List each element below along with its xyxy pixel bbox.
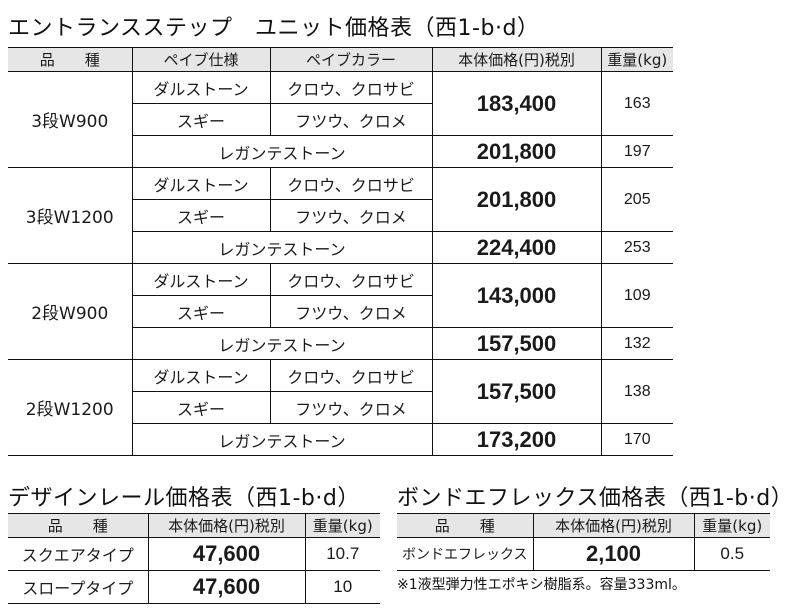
price-value: 201,800: [431, 135, 601, 168]
design-rail-price-table: 品 種 本体価格(円)税別 重量(kg) スクエアタイプ 47,600 10.7…: [8, 513, 380, 604]
table-header-row: 品 種 本体価格(円)税別 重量(kg): [8, 513, 380, 538]
weight-value: 0.5: [693, 537, 770, 571]
table-row: スロープタイプ 47,600 10: [8, 570, 380, 604]
table-header-row: 品 種 ペイブ仕様 ペイブカラー 本体価格(円)税別 重量(kg): [8, 47, 673, 72]
pave-spec: スギー: [131, 391, 270, 424]
table-row: スギー フツウ、クロメ: [8, 391, 673, 424]
pave-spec: ダルストーン: [131, 359, 270, 392]
pave-color: フツウ、クロメ: [269, 199, 432, 232]
main-price-table-title: エントランスステップ ユニット価格表（西1-b·d）: [8, 16, 540, 41]
table-row: レガンテストーン 224,400 253: [8, 231, 673, 264]
weight-value: 163: [600, 71, 673, 136]
table-row: 2段W1200 ダルストーン クロウ、クロサビ 157,500 138: [8, 359, 673, 456]
pave-spec: スギー: [131, 295, 270, 328]
design-rail-table-title: デザインレール価格表（西1-b·d）: [8, 486, 360, 511]
weight-value: 10: [304, 570, 380, 604]
header-price: 本体価格(円)税別: [431, 47, 601, 72]
table-row: 3段W1200 ダルストーン クロウ、クロサビ 201,800 205: [8, 167, 673, 264]
header-pave-spec: ペイブ仕様: [131, 47, 270, 72]
price-value: 2,100: [532, 537, 694, 571]
pave-spec: ダルストーン: [131, 263, 270, 296]
header-product: 品 種: [8, 513, 148, 538]
table-row: スギー フツウ、クロメ: [8, 199, 673, 232]
pave-spec: スギー: [131, 103, 270, 136]
pave-spec-alt: レガンテストーン: [131, 231, 432, 264]
header-pave-color: ペイブカラー: [269, 47, 432, 72]
header-weight: 重量(kg): [304, 513, 380, 538]
pave-spec-alt: レガンテストーン: [131, 423, 432, 456]
pave-color: クロウ、クロサビ: [269, 167, 432, 200]
pave-spec: スギー: [131, 199, 270, 232]
table-row: ボンドエフレックス 2,100 0.5: [397, 537, 770, 571]
price-value: 183,400: [431, 71, 601, 136]
product-name: 2段W900: [8, 263, 132, 360]
table-row: 2段W900 ダルストーン クロウ、クロサビ 143,000 109: [8, 263, 673, 360]
product-name: スロープタイプ: [8, 570, 148, 604]
entrance-step-price-table: 品 種 ペイブ仕様 ペイブカラー 本体価格(円)税別 重量(kg) 3段W900…: [8, 47, 673, 456]
pave-color: クロウ、クロサビ: [269, 359, 432, 392]
header-product: 品 種: [8, 47, 132, 72]
bond-eflex-price-table: 品 種 本体価格(円)税別 重量(kg) ボンドエフレックス 2,100 0.5: [397, 513, 770, 571]
weight-value: 138: [600, 359, 673, 424]
weight-value: 132: [600, 327, 673, 360]
pave-color: クロウ、クロサビ: [269, 263, 432, 296]
table-row: レガンテストーン 173,200 170: [8, 423, 673, 456]
header-price: 本体価格(円)税別: [147, 513, 305, 538]
weight-value: 253: [600, 231, 673, 264]
header-weight: 重量(kg): [600, 47, 673, 72]
header-product: 品 種: [397, 513, 533, 538]
weight-value: 197: [600, 135, 673, 168]
price-value: 157,500: [431, 327, 601, 360]
table-row: スギー フツウ、クロメ: [8, 103, 673, 136]
price-value: 143,000: [431, 263, 601, 328]
pave-spec: ダルストーン: [131, 71, 270, 104]
pave-spec-alt: レガンテストーン: [131, 135, 432, 168]
bond-note: ※1液型弾力性エポキシ樹脂系。容量333ml。: [397, 577, 686, 593]
table-row: スギー フツウ、クロメ: [8, 295, 673, 328]
table-row: 3段W900 ダルストーン クロウ、クロサビ 183,400 163: [8, 71, 673, 168]
table-row: レガンテストーン 157,500 132: [8, 327, 673, 360]
header-weight: 重量(kg): [693, 513, 770, 538]
product-name: ボンドエフレックス: [401, 547, 528, 563]
pave-color: クロウ、クロサビ: [269, 71, 432, 104]
pave-spec: ダルストーン: [131, 167, 270, 200]
weight-value: 109: [600, 263, 673, 328]
product-name: 2段W1200: [8, 359, 132, 456]
table-row: レガンテストーン 201,800 197: [8, 135, 673, 168]
pave-color: フツウ、クロメ: [269, 391, 432, 424]
table-header-row: 品 種 本体価格(円)税別 重量(kg): [397, 513, 770, 538]
product-name: 3段W1200: [8, 167, 132, 264]
price-value: 201,800: [431, 167, 601, 232]
pave-spec-alt: レガンテストーン: [131, 327, 432, 360]
weight-value: 10.7: [304, 537, 380, 571]
product-name: 3段W900: [8, 71, 132, 168]
price-value: 47,600: [147, 570, 305, 604]
pave-color: フツウ、クロメ: [269, 103, 432, 136]
header-price: 本体価格(円)税別: [532, 513, 694, 538]
price-value: 47,600: [147, 537, 305, 571]
pave-color: フツウ、クロメ: [269, 295, 432, 328]
product-name: スクエアタイプ: [21, 546, 134, 565]
price-value: 173,200: [431, 423, 601, 456]
weight-value: 205: [600, 167, 673, 232]
table-row: スクエアタイプ 47,600 10.7: [8, 537, 380, 571]
price-value: 157,500: [431, 359, 601, 424]
price-value: 224,400: [431, 231, 601, 264]
weight-value: 170: [600, 423, 673, 456]
bond-eflex-table-title: ボンドエフレックス価格表（西1-b·d）: [397, 486, 785, 511]
